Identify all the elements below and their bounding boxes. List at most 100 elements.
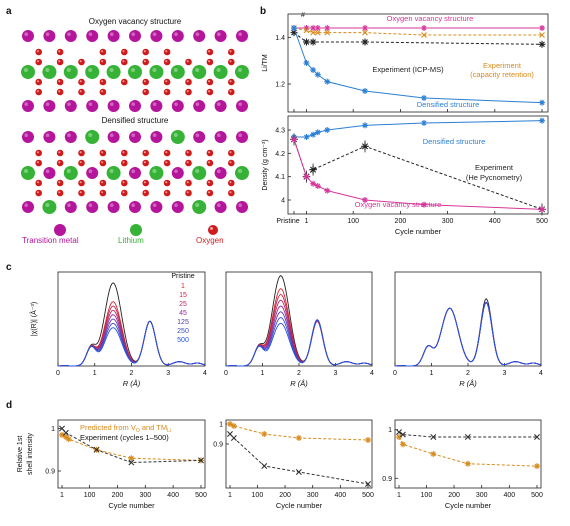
- atom-highlight: [36, 60, 39, 63]
- x-tick-label: 100: [421, 492, 433, 499]
- o-atom: [99, 88, 107, 96]
- atom-highlight: [131, 203, 135, 207]
- o-atom: [228, 88, 235, 96]
- atom-highlight: [122, 151, 125, 154]
- atom-highlight: [208, 191, 211, 194]
- li-atom: [149, 65, 164, 79]
- atom-highlight: [217, 169, 221, 173]
- li-atom: [192, 166, 207, 180]
- li-atom: [149, 166, 164, 180]
- atom-highlight: [186, 90, 189, 93]
- y-axis-label: Relative 1st: [17, 436, 24, 473]
- atom-highlight: [208, 90, 211, 93]
- tm-atom: [214, 167, 227, 179]
- atom-highlight: [143, 161, 146, 164]
- icp-label: Experiment (ICP-MS): [372, 65, 444, 74]
- atom-highlight: [229, 181, 232, 184]
- o-atom: [99, 179, 107, 187]
- y-tick-label: 1: [219, 422, 223, 429]
- x-axis-label: R (Å): [459, 379, 477, 388]
- tm-atom: [150, 30, 163, 42]
- tm-atom: [129, 131, 141, 143]
- li-atom: [21, 166, 35, 180]
- atom-highlight: [122, 50, 125, 53]
- axis-break-mark: #: [301, 12, 305, 19]
- o-atom: [142, 88, 149, 96]
- o-atom: [35, 58, 42, 66]
- atom-highlight: [229, 80, 232, 83]
- x-tick-label: 4: [370, 370, 374, 377]
- tm-atom: [171, 30, 184, 42]
- data-point: [324, 29, 331, 36]
- ovs-structure-title: Oxygen vacancy structure: [88, 17, 182, 26]
- data-point: [464, 434, 471, 440]
- tm-atom: [107, 131, 120, 143]
- o-atom: [228, 159, 235, 167]
- o-legend-label: Oxygen: [196, 236, 224, 245]
- o-atom: [163, 149, 171, 157]
- densified-crystal: [21, 130, 249, 214]
- data-point: [59, 431, 65, 438]
- legend-entry: 250: [177, 328, 189, 335]
- atom-highlight: [66, 169, 71, 173]
- exafs-curve: [225, 293, 373, 367]
- data-point: [310, 29, 316, 36]
- he-label-2: (He Pycnometry): [466, 173, 523, 182]
- data-point: [310, 180, 317, 187]
- data-point: [421, 201, 427, 208]
- x-tick-label: Pristine: [276, 218, 299, 225]
- oxygen-vacancy-crystal: [21, 30, 249, 112]
- atom-highlight: [186, 161, 189, 164]
- o-atom: [142, 149, 149, 157]
- atom-highlight: [79, 181, 82, 184]
- data-point: [303, 60, 310, 66]
- x-tick-label: 2: [297, 370, 301, 377]
- panel-label-d: d: [6, 400, 13, 411]
- o-atom: [121, 149, 128, 157]
- atom-highlight: [101, 90, 104, 93]
- atom-highlight: [131, 133, 135, 137]
- x-tick-label: 400: [335, 492, 347, 499]
- o-atom: [99, 58, 107, 66]
- data-point: [396, 429, 402, 436]
- atom-highlight: [152, 32, 157, 36]
- atom-highlight: [165, 50, 168, 53]
- atom-highlight: [109, 169, 114, 173]
- li-atom: [85, 65, 100, 79]
- data-point: [314, 25, 321, 31]
- atom-highlight: [58, 60, 61, 63]
- x-axis-label: Cycle number: [276, 501, 323, 510]
- atom-highlight: [79, 90, 82, 93]
- atom-highlight: [122, 181, 125, 184]
- densified-structure-title: Densified structure: [101, 116, 169, 125]
- data-point: [464, 460, 471, 467]
- tm-atom: [86, 167, 99, 179]
- atom-highlight: [229, 191, 232, 194]
- atom-highlight: [88, 133, 93, 137]
- o-atom: [163, 179, 171, 187]
- atom-highlight: [152, 68, 157, 72]
- atom-highlight: [143, 90, 146, 93]
- tm-legend-icon: [54, 224, 66, 236]
- o-atom: [228, 58, 235, 66]
- atom-highlight: [122, 60, 125, 63]
- x-tick-label: 1: [93, 370, 97, 377]
- o-atom: [163, 88, 171, 96]
- atom-highlight: [45, 203, 50, 207]
- o-atom: [121, 179, 128, 187]
- exafs-curve: [394, 301, 542, 367]
- x-tick-label: 500: [362, 492, 374, 499]
- o-atom: [35, 189, 42, 197]
- atom-highlight: [186, 151, 189, 154]
- o-atom: [163, 159, 171, 167]
- atom-highlight: [101, 80, 104, 83]
- tm-atom: [236, 100, 248, 112]
- atom-highlight: [24, 203, 28, 207]
- y-axis-label: |χ(R)| (Å⁻³): [29, 302, 38, 336]
- li-atom: [235, 65, 249, 79]
- data-point: [303, 173, 310, 180]
- atom-highlight: [36, 80, 39, 83]
- x-tick-label: 400: [167, 492, 179, 499]
- o-atom: [56, 189, 64, 197]
- data-point: [324, 187, 331, 194]
